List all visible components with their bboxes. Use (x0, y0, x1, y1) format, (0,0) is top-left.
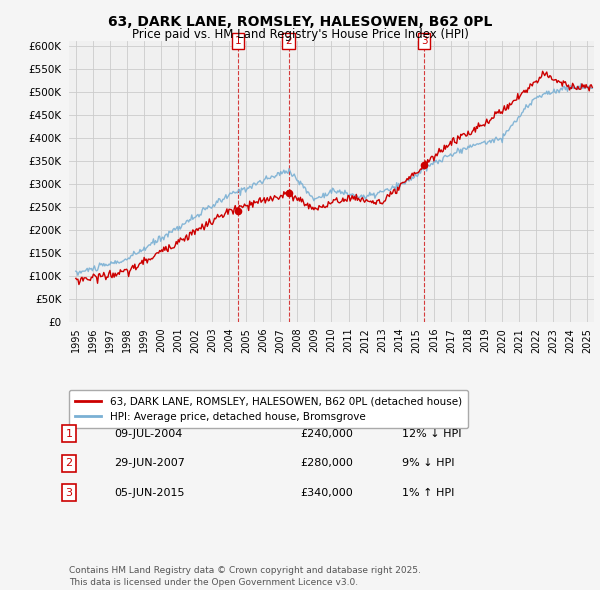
Text: 1% ↑ HPI: 1% ↑ HPI (402, 488, 454, 497)
Text: Price paid vs. HM Land Registry's House Price Index (HPI): Price paid vs. HM Land Registry's House … (131, 28, 469, 41)
Text: 09-JUL-2004: 09-JUL-2004 (114, 429, 182, 438)
Text: 12% ↓ HPI: 12% ↓ HPI (402, 429, 461, 438)
Text: 2: 2 (286, 37, 292, 46)
Text: 2: 2 (65, 458, 73, 468)
Text: 29-JUN-2007: 29-JUN-2007 (114, 458, 185, 468)
Text: 3: 3 (65, 488, 73, 497)
Text: 05-JUN-2015: 05-JUN-2015 (114, 488, 185, 497)
Text: 3: 3 (421, 37, 427, 46)
Text: 63, DARK LANE, ROMSLEY, HALESOWEN, B62 0PL: 63, DARK LANE, ROMSLEY, HALESOWEN, B62 0… (108, 15, 492, 29)
Text: 1: 1 (235, 37, 241, 46)
Text: £240,000: £240,000 (300, 429, 353, 438)
Text: 9% ↓ HPI: 9% ↓ HPI (402, 458, 455, 468)
Text: Contains HM Land Registry data © Crown copyright and database right 2025.
This d: Contains HM Land Registry data © Crown c… (69, 566, 421, 587)
Legend: 63, DARK LANE, ROMSLEY, HALESOWEN, B62 0PL (detached house), HPI: Average price,: 63, DARK LANE, ROMSLEY, HALESOWEN, B62 0… (69, 391, 468, 428)
Text: £280,000: £280,000 (300, 458, 353, 468)
Text: £340,000: £340,000 (300, 488, 353, 497)
Text: 1: 1 (65, 429, 73, 438)
